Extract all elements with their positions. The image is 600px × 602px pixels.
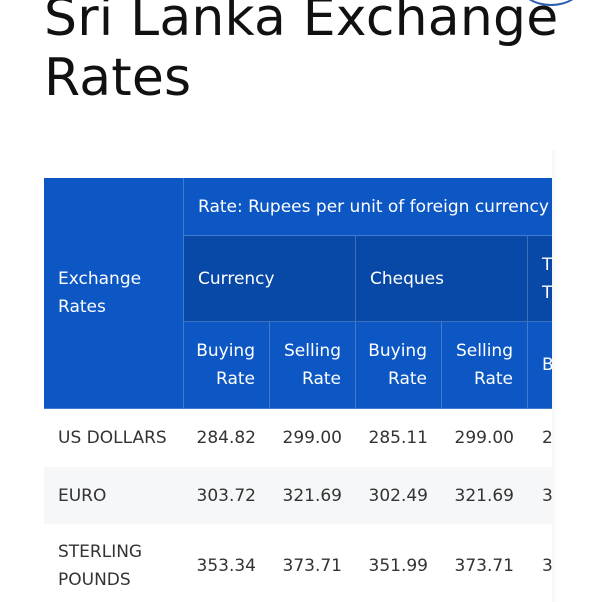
header-group-cheques-label: Cheques — [370, 268, 444, 289]
value-usd-currency-selling: 299.00 — [282, 428, 342, 448]
currency-name-euro: EURO — [58, 485, 107, 506]
header-exchange-rates: Exchange Rates — [44, 178, 184, 409]
header-tt-buying: B — [528, 322, 552, 409]
header-currency-selling: Selling Rate — [270, 322, 356, 409]
cell-tt-buying: 3 — [528, 524, 552, 602]
page-title: Sri Lanka Exchange Rates — [44, 0, 559, 108]
currency-name-gbp: STERLING POUNDS — [58, 542, 143, 590]
header-rate-caption-label: Rate: Rupees per unit of foreign currenc… — [198, 196, 552, 217]
cell-currency-selling: 299.00 — [270, 409, 356, 467]
cell-currency-selling: 321.69 — [270, 467, 356, 524]
cell-currency-buying: 303.72 — [184, 467, 270, 524]
cell-cheques-selling: 299.00 — [442, 409, 528, 467]
header-cheques-selling-label: Selling Rate — [456, 341, 513, 389]
cell-currency-selling: 373.71 — [270, 524, 356, 602]
value-gbp-currency-selling: 373.71 — [282, 556, 342, 576]
table-row — [44, 409, 552, 467]
table-row — [44, 524, 552, 602]
value-gbp-currency-buying: 353.34 — [196, 556, 256, 576]
header-group-cheques: Cheques — [356, 236, 528, 322]
cell-cheques-buying: 285.11 — [356, 409, 442, 467]
header-group-tt: T T — [528, 236, 552, 322]
cell-cheques-selling: 321.69 — [442, 467, 528, 524]
header-currency-selling-label: Selling Rate — [284, 341, 341, 389]
value-gbp-cheques-buying: 351.99 — [368, 556, 428, 576]
header-tt-buying-label: B — [542, 355, 552, 375]
header-rate-caption: Rate: Rupees per unit of foreign currenc… — [184, 178, 552, 236]
value-usd-cheques-selling: 299.00 — [454, 428, 514, 448]
header-currency-buying-label: Buying Rate — [196, 341, 255, 389]
value-euro-currency-selling: 321.69 — [282, 485, 342, 506]
value-gbp-tt-buying: 3 — [542, 556, 552, 576]
cell-currency-buying: 284.82 — [184, 409, 270, 467]
cell-currency-buying: 353.34 — [184, 524, 270, 602]
header-group-tt-label: T T — [542, 254, 552, 303]
exchange-rates-table-container[interactable]: Exchange Rates Rate: Rupees per unit of … — [44, 178, 552, 602]
value-euro-cheques-selling: 321.69 — [454, 485, 514, 506]
header-currency-buying: Buying Rate — [184, 322, 270, 409]
header-group-currency-label: Currency — [198, 268, 275, 289]
cell-currency-name: STERLING POUNDS — [44, 524, 184, 602]
header-group-currency: Currency — [184, 236, 356, 322]
currency-name-usd: US DOLLARS — [58, 428, 167, 448]
scroll-shadow — [552, 150, 558, 602]
header-cheques-buying: Buying Rate — [356, 322, 442, 409]
cell-cheques-selling: 373.71 — [442, 524, 528, 602]
table-row — [44, 467, 552, 524]
value-euro-currency-buying: 303.72 — [196, 485, 256, 506]
value-usd-currency-buying: 284.82 — [196, 428, 256, 448]
cell-tt-buying: 2 — [528, 409, 552, 467]
value-usd-tt-buying: 2 — [542, 428, 552, 448]
value-usd-cheques-buying: 285.11 — [368, 428, 428, 448]
value-gbp-cheques-selling: 373.71 — [454, 556, 514, 576]
value-euro-tt-buying: 3 — [542, 485, 552, 506]
header-cheques-buying-label: Buying Rate — [368, 341, 427, 389]
cell-tt-buying: 3 — [528, 467, 552, 524]
value-euro-cheques-buying: 302.49 — [368, 485, 428, 506]
cell-cheques-buying: 302.49 — [356, 467, 442, 524]
header-exchange-rates-label: Exchange Rates — [58, 269, 142, 317]
header-cheques-selling: Selling Rate — [442, 322, 528, 409]
cell-currency-name: EURO — [44, 467, 184, 524]
cell-currency-name: US DOLLARS — [44, 409, 184, 467]
cell-cheques-buying: 351.99 — [356, 524, 442, 602]
